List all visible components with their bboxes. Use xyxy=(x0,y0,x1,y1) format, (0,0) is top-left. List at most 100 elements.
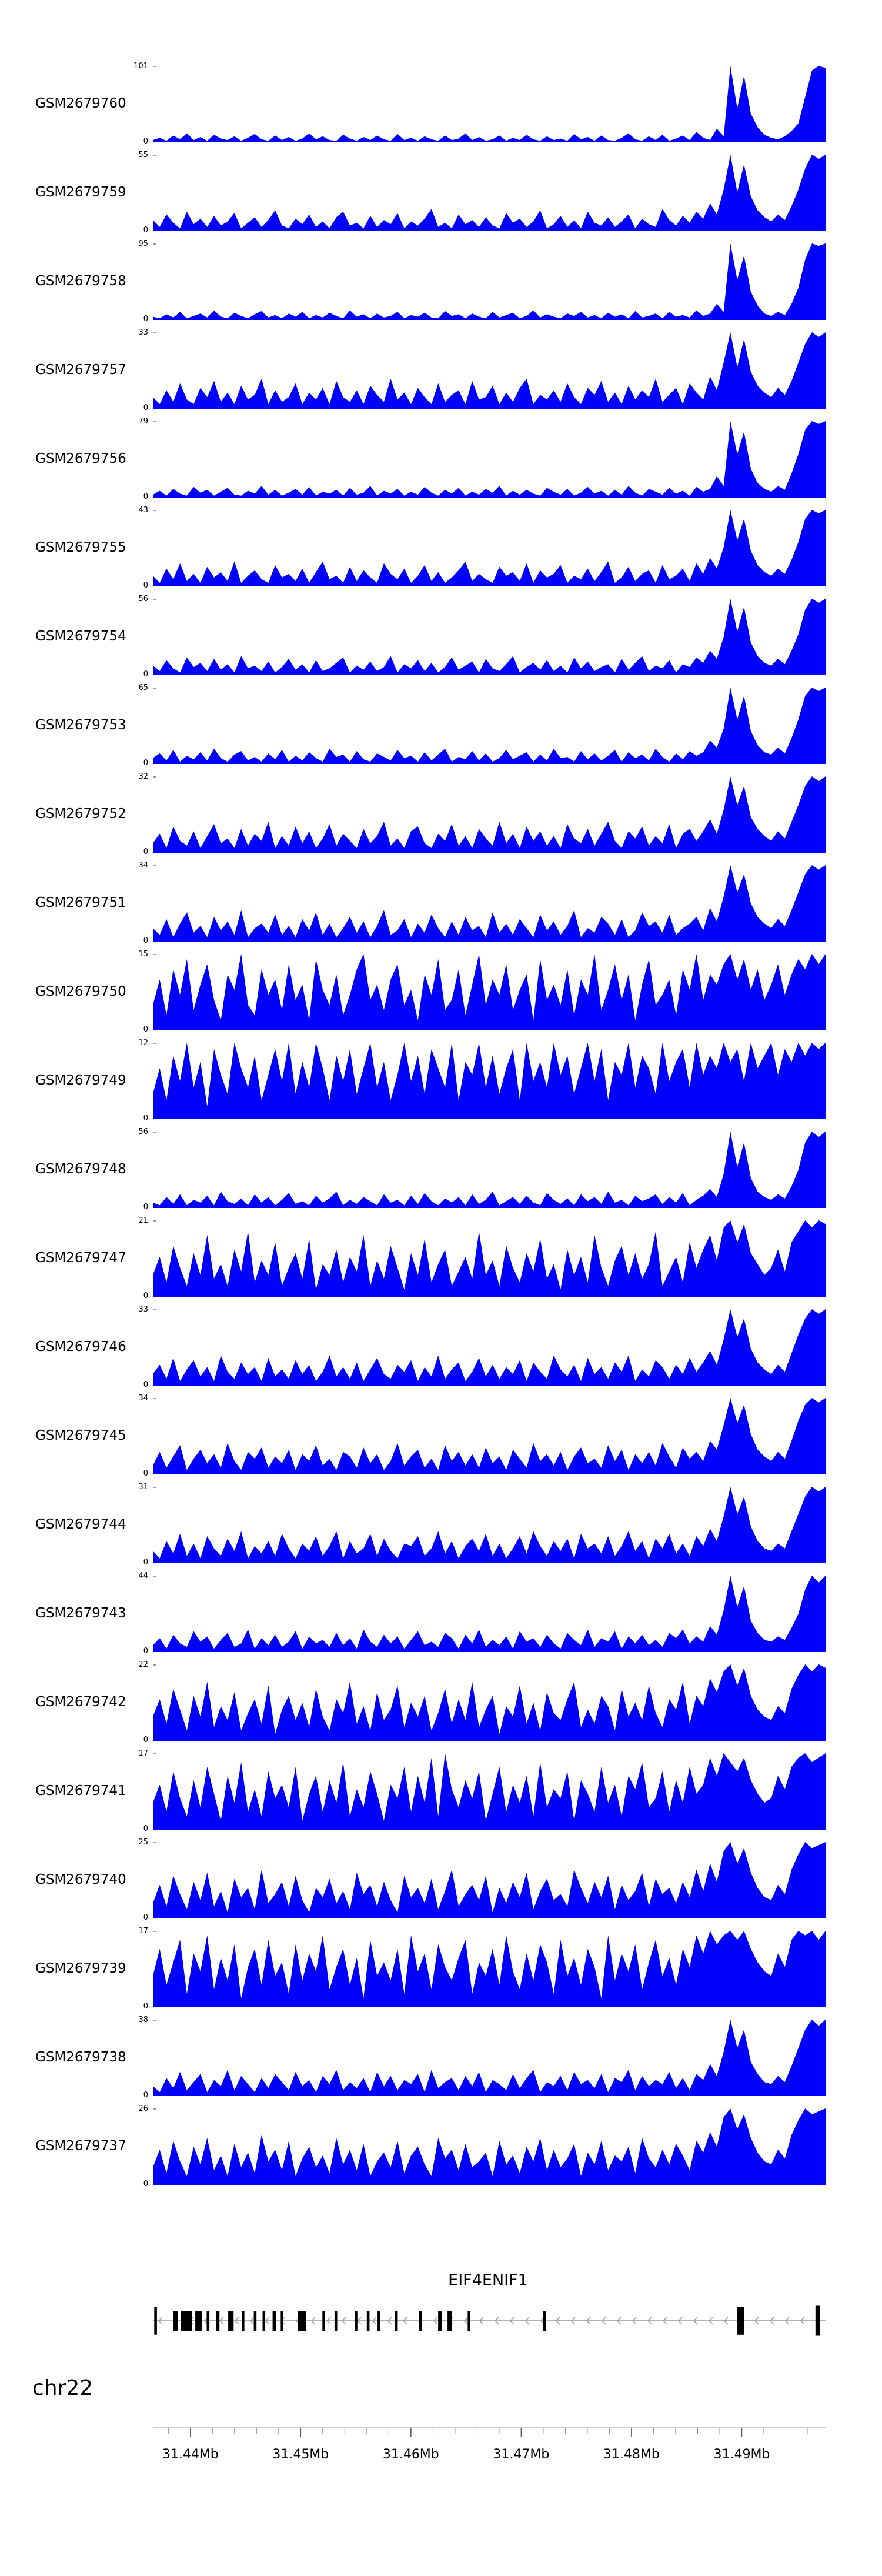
exon-box xyxy=(447,2311,452,2331)
y-axis-zero-label: 0 xyxy=(143,1380,148,1389)
coverage-plot xyxy=(153,688,826,764)
coverage-track-GSM2679738: GSM2679738 38 0 xyxy=(0,2016,882,2100)
exon-box xyxy=(228,2311,234,2331)
y-axis-max-label: 17 xyxy=(138,1749,148,1758)
coverage-area xyxy=(153,332,826,409)
coverage-area xyxy=(153,776,826,853)
track-label: GSM2679743 xyxy=(35,1606,126,1621)
coverage-plot xyxy=(153,1664,826,1741)
coverage-area xyxy=(153,1132,826,1208)
y-axis-max-label: 95 xyxy=(138,239,148,248)
coverage-plot xyxy=(153,1487,826,1563)
track-label: GSM2679757 xyxy=(35,362,126,378)
exon-box xyxy=(206,2311,210,2331)
coverage-plot xyxy=(153,1931,826,2007)
coverage-area xyxy=(153,1753,826,1830)
exon-box xyxy=(377,2311,380,2331)
exon-box xyxy=(737,2307,744,2335)
coverage-area xyxy=(153,1309,826,1386)
coverage-area xyxy=(153,421,826,498)
chromosome-label: chr22 xyxy=(32,2376,93,2400)
track-label: GSM2679744 xyxy=(35,1517,126,1532)
track-label: GSM2679748 xyxy=(35,1162,126,1177)
exon-box xyxy=(355,2311,358,2331)
coverage-plot xyxy=(153,1753,826,1830)
track-label: GSM2679754 xyxy=(35,629,126,644)
axis-tick-label: 31.48Mb xyxy=(603,2447,660,2462)
track-label: GSM2679737 xyxy=(35,2138,126,2154)
coverage-plot xyxy=(153,510,826,586)
y-axis-max-label: 17 xyxy=(138,1927,148,1936)
coverage-plot xyxy=(153,332,826,409)
coverage-track-GSM2679747: GSM2679747 21 0 xyxy=(0,1216,882,1300)
coverage-area xyxy=(153,1931,826,2007)
y-axis-max-label: 56 xyxy=(138,595,148,603)
coverage-track-GSM2679757: GSM2679757 33 0 xyxy=(0,328,882,412)
gene-model xyxy=(153,2305,826,2336)
exon-box xyxy=(419,2311,422,2331)
coverage-plot xyxy=(153,1220,826,1297)
coverage-track-GSM2679753: GSM2679753 65 0 xyxy=(0,683,882,768)
strand-arrow-icon xyxy=(723,2317,729,2325)
strand-arrow-icon xyxy=(341,2317,346,2325)
strand-arrow-icon xyxy=(265,2317,270,2325)
strand-arrow-icon xyxy=(494,2317,499,2325)
track-label: GSM2679738 xyxy=(35,2050,126,2065)
coverage-area xyxy=(153,243,826,320)
coverage-plot xyxy=(153,1842,826,1918)
track-label: GSM2679747 xyxy=(35,1250,126,1266)
genome-axis: 31.44Mb 31.45Mb 31.46Mb 31.47Mb 31.48Mb 31.49… xyxy=(153,2427,826,2462)
exon-box xyxy=(467,2311,470,2331)
exon-box xyxy=(366,2311,370,2331)
y-axis-zero-label: 0 xyxy=(143,1469,148,1478)
coverage-plot xyxy=(153,1576,826,1652)
y-axis-max-label: 65 xyxy=(138,683,148,692)
track-label: GSM2679753 xyxy=(35,718,126,733)
strand-arrow-icon xyxy=(158,2317,163,2325)
coverage-plot xyxy=(153,421,826,498)
y-axis-max-label: 79 xyxy=(138,417,148,426)
track-label: GSM2679759 xyxy=(35,185,126,200)
axis-tick-label: 31.47Mb xyxy=(493,2447,549,2462)
coverage-area xyxy=(153,510,826,586)
coverage-plot xyxy=(153,865,826,942)
y-axis-zero-label: 0 xyxy=(143,581,148,590)
strand-arrow-icon xyxy=(632,2317,637,2325)
coverage-track-GSM2679758: GSM2679758 95 0 xyxy=(0,239,882,323)
strand-arrow-icon xyxy=(784,2317,790,2325)
coverage-plot xyxy=(153,66,826,142)
coverage-track-GSM2679737: GSM2679737 26 0 xyxy=(0,2104,882,2188)
coverage-track-GSM2679740: GSM2679740 25 0 xyxy=(0,1838,882,1922)
coverage-plot xyxy=(153,954,826,1030)
coverage-plot xyxy=(153,599,826,675)
y-axis-max-label: 15 xyxy=(138,950,148,959)
coverage-area xyxy=(153,155,826,231)
strand-arrow-icon xyxy=(708,2317,713,2325)
strand-arrow-icon xyxy=(800,2317,805,2325)
coverage-area xyxy=(153,688,826,764)
y-axis-zero-label: 0 xyxy=(143,403,148,412)
coverage-area xyxy=(153,2020,826,2096)
coverage-track-GSM2679748: GSM2679748 56 0 xyxy=(0,1127,882,1212)
coverage-track-GSM2679745: GSM2679745 34 0 xyxy=(0,1394,882,1478)
y-axis-max-label: 44 xyxy=(138,1571,148,1580)
y-axis-zero-label: 0 xyxy=(143,847,148,856)
y-axis-zero-label: 0 xyxy=(143,1025,148,1034)
y-axis-zero-label: 0 xyxy=(143,1203,148,1212)
axis-tick-label: 31.49Mb xyxy=(714,2447,770,2462)
y-axis-max-label: 33 xyxy=(138,328,148,337)
coverage-track-GSM2679751: GSM2679751 34 0 xyxy=(0,861,882,945)
exon-box xyxy=(298,2311,306,2331)
strand-arrow-icon xyxy=(310,2317,316,2325)
strand-arrow-icon xyxy=(662,2317,667,2325)
y-axis-max-label: 38 xyxy=(138,2016,148,2024)
exon-box xyxy=(438,2311,442,2331)
y-axis-zero-label: 0 xyxy=(143,492,148,501)
strand-arrow-icon xyxy=(616,2317,622,2325)
track-label: GSM2679752 xyxy=(35,806,126,822)
strand-arrow-icon xyxy=(647,2317,652,2325)
strand-arrow-icon xyxy=(601,2317,606,2325)
coverage-area xyxy=(153,1398,826,1474)
exon-box xyxy=(395,2311,398,2331)
strand-arrow-icon xyxy=(402,2317,407,2325)
